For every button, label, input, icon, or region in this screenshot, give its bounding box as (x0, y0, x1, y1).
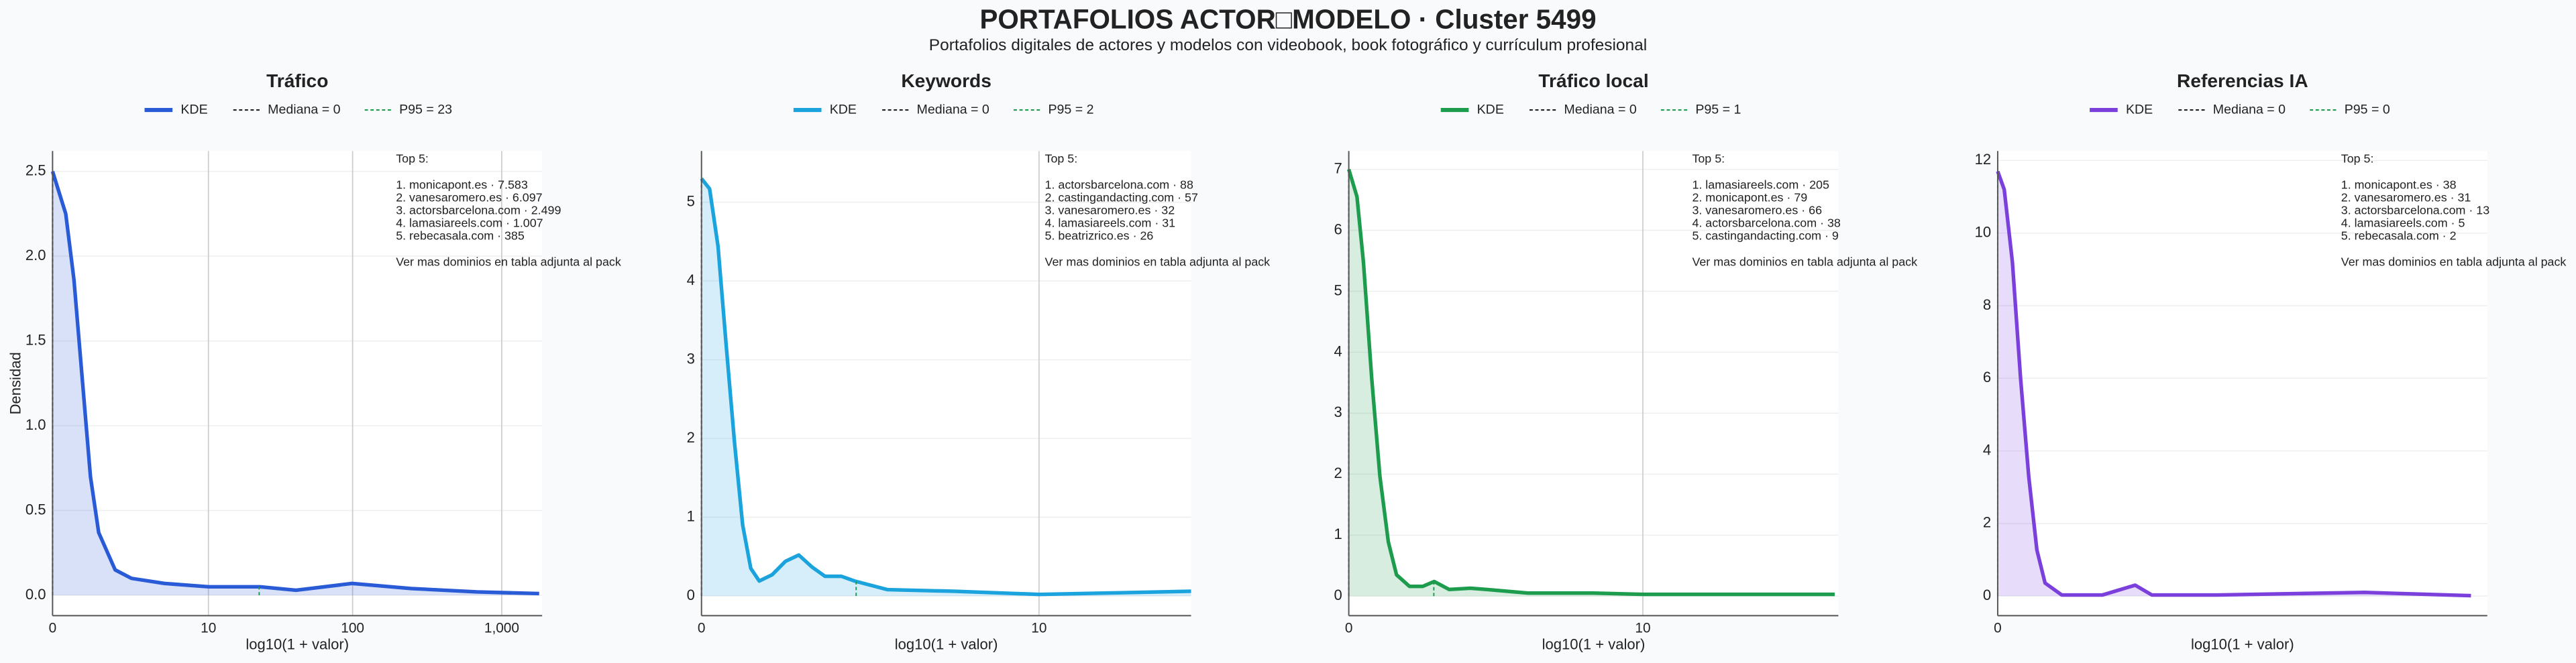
legend-label: Mediana = 0 (1564, 102, 1636, 117)
y-tick-label: 1 (687, 507, 695, 524)
y-tick-label: 10 (1975, 224, 1992, 241)
x-axis-label: log10(1 + valor) (246, 636, 349, 652)
legend-label: Mediana = 0 (2213, 102, 2286, 117)
y-tick-label: 4 (687, 272, 695, 288)
y-tick-label: 2 (1334, 465, 1342, 481)
x-tick-label: 0 (49, 620, 57, 636)
kde-line (1996, 170, 2471, 598)
y-tick-label: 8 (1983, 296, 1991, 313)
annotation-item: 1. lamasiareels.com · 205 (1692, 178, 1829, 191)
plot-area (1997, 151, 2487, 616)
legend-label: P95 = 1 (1695, 102, 1741, 117)
kde-line (1347, 168, 1835, 597)
kde-line (50, 170, 539, 596)
legend-label: Mediana = 0 (268, 102, 340, 117)
x-tick-label: 1,000 (484, 620, 519, 636)
x-tick-label: 10 (201, 620, 216, 636)
x-tick-label: 10 (1635, 620, 1650, 636)
y-tick-label: 4 (1983, 441, 1991, 458)
annotation-header: Top 5: (2341, 152, 2374, 165)
annotation-item: 3. vanesaromero.es · 32 (1045, 203, 1175, 217)
y-tick-label: 0.5 (25, 501, 46, 518)
y-tick-label: 6 (1983, 369, 1991, 385)
annotation-item: 3. actorsbarcelona.com · 13 (2341, 203, 2489, 217)
annotation-item: 5. rebecasala.com · 385 (396, 229, 525, 242)
y-tick-label: 1 (1334, 526, 1342, 542)
annotation-item: 5. rebecasala.com · 2 (2341, 229, 2457, 242)
annotation-item: 1. monicapont.es · 7.583 (396, 178, 528, 191)
y-tick-label: 7 (1334, 160, 1342, 176)
y-tick-label: 2.0 (25, 247, 46, 263)
x-tick-label: 0 (1994, 620, 2002, 636)
y-tick-label: 1.0 (25, 416, 46, 433)
annotation-item: 2. vanesaromero.es · 6.097 (396, 190, 542, 204)
annotation-header: Top 5: (1692, 152, 1725, 165)
x-tick-label: 0 (1345, 620, 1353, 636)
annotation-footer: Ver mas dominios en tabla adjunta al pac… (396, 255, 621, 269)
annotation-footer: Ver mas dominios en tabla adjunta al pac… (1692, 255, 1917, 269)
legend-label: Mediana = 0 (917, 102, 989, 117)
legend-label: KDE (180, 102, 207, 117)
y-axis-label: Densidad (7, 352, 23, 414)
y-tick-label: 5 (1334, 282, 1342, 298)
y-tick-label: 0 (1983, 587, 1991, 603)
plot-area (701, 151, 1191, 616)
annotation-header: Top 5: (1045, 152, 1078, 165)
annotation-header: Top 5: (396, 152, 429, 165)
y-tick-label: 12 (1975, 151, 1992, 168)
plot-area (52, 151, 543, 616)
legend-label: P95 = 0 (2345, 102, 2390, 117)
kde-line (700, 177, 1191, 597)
x-axis-label: log10(1 + valor) (2191, 636, 2294, 652)
annotation-footer: Ver mas dominios en tabla adjunta al pac… (2341, 255, 2567, 269)
y-tick-label: 3 (1334, 404, 1342, 420)
x-tick-label: 100 (341, 620, 364, 636)
figure-title: PORTAFOLIOS ACTOR□MODELO · Cluster 5499 (979, 4, 1596, 35)
legend-label: KDE (2126, 102, 2153, 117)
panel-title: Referencias IA (2177, 70, 2308, 91)
annotation-item: 5. castingandacting.com · 9 (1692, 229, 1838, 242)
annotation-item: 2. monicapont.es · 79 (1692, 190, 1807, 204)
annotation-item: 3. actorsbarcelona.com · 2.499 (396, 203, 561, 217)
legend-label: KDE (1477, 102, 1504, 117)
y-tick-label: 4 (1334, 343, 1342, 359)
y-tick-label: 5 (687, 192, 695, 209)
annotation-item: 4. lamasiareels.com · 1.007 (396, 216, 543, 229)
x-axis-label: log10(1 + valor) (1542, 636, 1646, 652)
y-tick-label: 1.5 (25, 331, 46, 348)
annotation-footer: Ver mas dominios en tabla adjunta al pac… (1045, 255, 1271, 269)
y-tick-label: 0.0 (25, 586, 46, 603)
x-axis-label: log10(1 + valor) (895, 636, 998, 652)
kde-area (52, 171, 539, 596)
panel-title: Tráfico local (1538, 70, 1648, 91)
annotation-item: 4. lamasiareels.com · 31 (1045, 216, 1176, 229)
figure-subtitle: Portafolios digitales de actores y model… (929, 36, 1647, 54)
annotation-item: 2. vanesaromero.es · 31 (2341, 190, 2471, 204)
y-tick-label: 3 (687, 350, 695, 367)
annotation-item: 5. beatrizrico.es · 26 (1045, 229, 1154, 242)
y-tick-label: 2 (687, 429, 695, 446)
y-tick-label: 0 (687, 587, 695, 603)
legend-label: P95 = 23 (399, 102, 452, 117)
plot-area (1348, 151, 1839, 616)
annotation-item: 2. castingandacting.com · 57 (1045, 190, 1198, 204)
y-tick-label: 2.5 (25, 162, 46, 178)
y-tick-label: 2 (1983, 514, 1991, 531)
x-tick-label: 0 (698, 620, 706, 636)
legend-label: KDE (830, 102, 857, 117)
annotation-item: 1. actorsbarcelona.com · 88 (1045, 178, 1193, 191)
y-tick-label: 6 (1334, 221, 1342, 237)
panel-title: Tráfico (266, 70, 328, 91)
legend-label: P95 = 2 (1048, 102, 1093, 117)
y-tick-label: 0 (1334, 587, 1342, 603)
annotation-item: 3. vanesaromero.es · 66 (1692, 203, 1822, 217)
annotation-item: 4. actorsbarcelona.com · 38 (1692, 216, 1840, 229)
annotation-item: 1. monicapont.es · 38 (2341, 178, 2457, 191)
x-tick-label: 10 (1031, 620, 1046, 636)
annotation-item: 4. lamasiareels.com · 5 (2341, 216, 2465, 229)
panel-title: Keywords (901, 70, 991, 91)
